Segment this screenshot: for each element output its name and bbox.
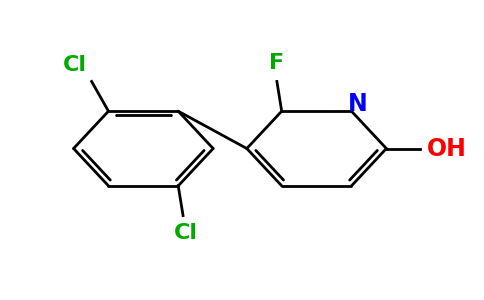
Text: Cl: Cl [173, 223, 197, 243]
Text: Cl: Cl [63, 55, 87, 75]
Text: N: N [348, 92, 367, 116]
Text: F: F [269, 53, 285, 73]
Text: OH: OH [426, 136, 467, 160]
